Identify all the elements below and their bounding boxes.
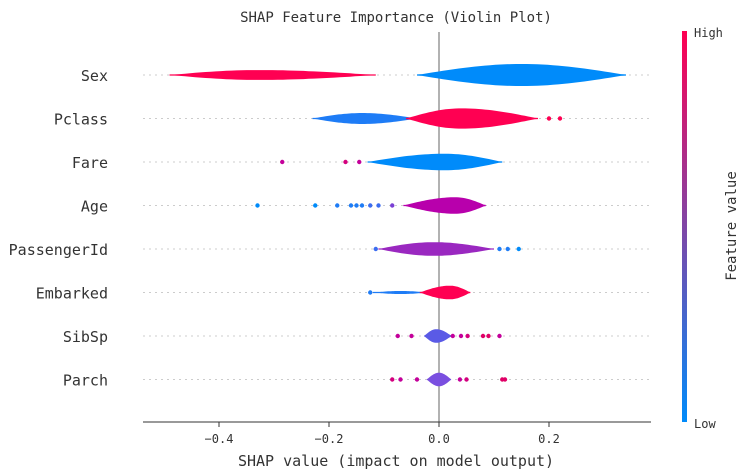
outlier-point bbox=[557, 116, 563, 121]
outlier-point bbox=[497, 246, 502, 252]
outlier-point bbox=[357, 159, 362, 165]
violin-passengerid bbox=[378, 242, 494, 256]
violin-fare bbox=[367, 153, 503, 171]
x-tick-label: 0.0 bbox=[428, 432, 450, 446]
outlier-point bbox=[450, 333, 455, 339]
x-tick-label: −0.2 bbox=[315, 432, 344, 446]
feature-labels: Sex Pclass Fare Age PassengerId Embarked SibSp… bbox=[9, 67, 108, 390]
feature-label: Pclass bbox=[54, 111, 108, 129]
chart-title: SHAP Feature Importance (Violin Plot) bbox=[240, 10, 552, 26]
x-axis-label: SHAP value (impact on model output) bbox=[238, 452, 554, 470]
violin-sex bbox=[169, 70, 376, 80]
outlier-point bbox=[409, 333, 414, 339]
violin-sex bbox=[417, 64, 626, 86]
outlier-point bbox=[395, 333, 400, 339]
colorbar-axis-label: Feature value bbox=[724, 171, 740, 281]
outlier-point bbox=[480, 333, 486, 339]
outlier-point bbox=[390, 377, 395, 382]
outlier-point bbox=[502, 377, 508, 382]
outlier-point bbox=[516, 246, 521, 252]
outlier-point bbox=[354, 203, 359, 208]
outlier-point bbox=[368, 203, 373, 208]
violin-pclass bbox=[406, 108, 538, 129]
feature-label: Parch bbox=[63, 372, 108, 390]
x-ticks: −0.4 −0.2 0.0 0.2 bbox=[205, 422, 560, 446]
outlier-point bbox=[390, 203, 395, 208]
outlier-point bbox=[373, 246, 378, 252]
violin-age bbox=[403, 197, 486, 214]
outlier-point bbox=[414, 377, 420, 382]
outlier-point bbox=[359, 203, 365, 208]
outlier-point bbox=[335, 203, 340, 208]
feature-label: Fare bbox=[72, 154, 108, 172]
outlier-point bbox=[457, 377, 463, 382]
outlier-point bbox=[376, 203, 381, 208]
outlier-point bbox=[464, 377, 469, 382]
outlier-point bbox=[280, 159, 285, 165]
outlier-point bbox=[486, 333, 491, 339]
outlier-point bbox=[546, 116, 552, 121]
colorbar-low-label: Low bbox=[694, 417, 716, 431]
x-tick-label: 0.2 bbox=[538, 432, 560, 446]
feature-label: SibSp bbox=[63, 328, 108, 346]
violin-sibsp bbox=[424, 329, 452, 343]
feature-label: PassengerId bbox=[9, 241, 108, 259]
x-tick-label: −0.4 bbox=[205, 432, 234, 446]
outlier-point bbox=[313, 203, 318, 208]
violin-embarked bbox=[419, 285, 471, 300]
outlier-point bbox=[497, 333, 502, 339]
colorbar-high-label: High bbox=[694, 26, 723, 40]
violin-parch bbox=[426, 372, 452, 387]
feature-label: Embarked bbox=[36, 285, 108, 303]
outlier-point bbox=[505, 246, 510, 252]
feature-label: Sex bbox=[81, 67, 108, 85]
violin-pclass bbox=[312, 113, 417, 124]
outlier-point bbox=[465, 333, 470, 339]
outlier-point bbox=[348, 203, 354, 208]
outlier-point bbox=[398, 377, 403, 382]
feature-label: Age bbox=[81, 198, 108, 216]
outlier-point bbox=[368, 290, 373, 295]
violin-embarked bbox=[373, 291, 428, 294]
outlier-point bbox=[343, 159, 348, 165]
outlier-point bbox=[255, 203, 260, 208]
outlier-point bbox=[458, 333, 464, 339]
colorbar bbox=[682, 31, 687, 422]
violins bbox=[169, 64, 626, 387]
